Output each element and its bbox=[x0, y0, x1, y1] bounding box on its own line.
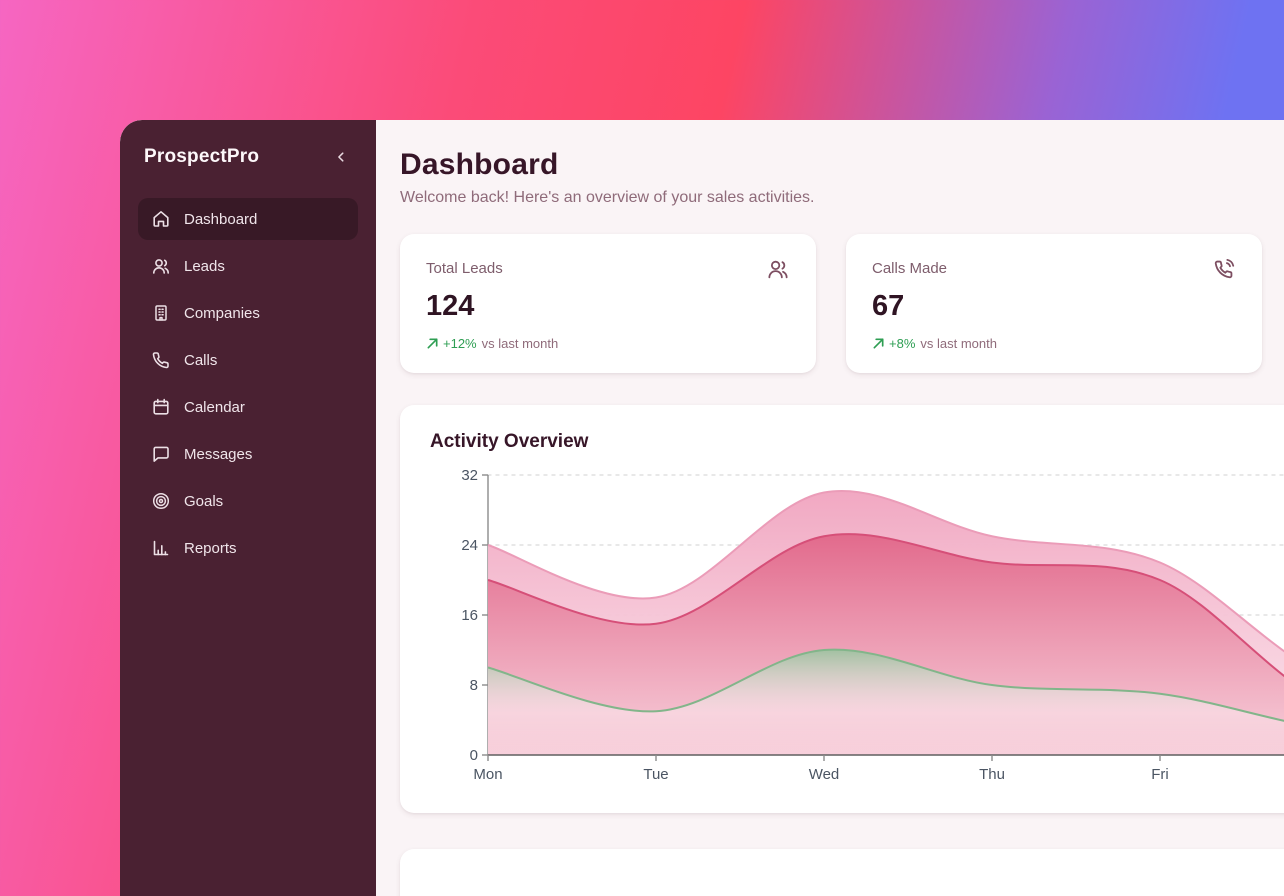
target-icon bbox=[151, 491, 171, 511]
message-square-icon bbox=[151, 444, 171, 464]
sidebar-nav: Dashboard Leads Companies Calls bbox=[138, 198, 358, 569]
svg-text:Thu: Thu bbox=[979, 766, 1005, 783]
sidebar-item-label: Leads bbox=[184, 257, 225, 275]
chevron-left-icon bbox=[334, 150, 348, 164]
trend-caption: vs last month bbox=[481, 336, 559, 351]
activity-overview-card: Activity Overview 0 8 16 24 32 Mon Tue Wed Thu Fr… bbox=[400, 405, 1284, 813]
sidebar-item-reports[interactable]: Reports bbox=[138, 527, 358, 569]
sidebar-item-goals[interactable]: Goals bbox=[138, 480, 358, 522]
sidebar-item-label: Companies bbox=[184, 304, 260, 322]
page-subtitle: Welcome back! Here's an overview of your… bbox=[400, 189, 815, 206]
svg-text:Mon: Mon bbox=[473, 766, 502, 783]
stat-value: 124 bbox=[426, 290, 475, 322]
sidebar-item-label: Goals bbox=[184, 492, 224, 510]
phone-icon bbox=[151, 350, 171, 370]
sidebar-item-label: Dashboard bbox=[184, 210, 258, 228]
stat-label: Total Leads bbox=[426, 260, 503, 277]
stat-value: 67 bbox=[872, 290, 905, 322]
sidebar-item-leads[interactable]: Leads bbox=[138, 245, 358, 287]
svg-text:Fri: Fri bbox=[1151, 766, 1169, 783]
activity-area-chart: 08162432MonTueWedThuFriSatSun bbox=[430, 465, 1284, 795]
bar-chart-icon bbox=[151, 538, 171, 558]
svg-text:8: 8 bbox=[470, 677, 478, 694]
sidebar-item-calls[interactable]: Calls bbox=[138, 339, 358, 381]
chart-title: Activity Overview bbox=[430, 431, 589, 452]
svg-text:16: 16 bbox=[461, 607, 478, 624]
building-icon bbox=[151, 303, 171, 323]
svg-text:0: 0 bbox=[470, 747, 478, 764]
sidebar-item-dashboard[interactable]: Dashboard bbox=[138, 198, 358, 240]
partial-card bbox=[400, 849, 1284, 896]
sidebar-item-label: Calendar bbox=[184, 398, 245, 416]
calendar-icon bbox=[151, 397, 171, 417]
sidebar-collapse-button[interactable] bbox=[330, 146, 352, 168]
page-title: Dashboard bbox=[400, 148, 559, 181]
sidebar-item-label: Reports bbox=[184, 539, 237, 557]
trend-up-icon bbox=[426, 337, 439, 350]
stat-card-total-leads: Total Leads 124 +12% vs last month bbox=[400, 234, 816, 373]
phone-call-icon bbox=[1212, 257, 1236, 281]
svg-text:32: 32 bbox=[461, 467, 478, 484]
stat-label: Calls Made bbox=[872, 260, 948, 277]
sidebar-item-calendar[interactable]: Calendar bbox=[138, 386, 358, 428]
users-icon bbox=[766, 257, 790, 281]
brand-row: ProspectPro bbox=[138, 146, 358, 168]
sidebar: ProspectPro Dashboard Leads bbox=[120, 120, 376, 896]
sidebar-item-companies[interactable]: Companies bbox=[138, 292, 358, 334]
svg-text:24: 24 bbox=[461, 537, 478, 554]
sidebar-item-label: Calls bbox=[184, 351, 218, 369]
stat-trend: +8% vs last month bbox=[872, 336, 1236, 351]
stat-trend: +12% vs last month bbox=[426, 336, 790, 351]
svg-text:Wed: Wed bbox=[809, 766, 840, 783]
sidebar-item-messages[interactable]: Messages bbox=[138, 433, 358, 475]
sidebar-item-label: Messages bbox=[184, 445, 253, 463]
main-content: Dashboard Welcome back! Here's an overvi… bbox=[376, 120, 1284, 896]
stats-row: Total Leads 124 +12% vs last month bbox=[400, 234, 1284, 373]
users-icon bbox=[151, 256, 171, 276]
stat-card-calls-made: Calls Made 67 +8% vs last month bbox=[846, 234, 1262, 373]
brand-title: ProspectPro bbox=[144, 146, 260, 167]
svg-text:Tue: Tue bbox=[643, 766, 668, 783]
trend-value: +12% bbox=[443, 336, 477, 351]
home-icon bbox=[151, 209, 171, 229]
trend-value: +8% bbox=[889, 336, 916, 351]
app-window: ProspectPro Dashboard Leads bbox=[120, 120, 1284, 896]
trend-caption: vs last month bbox=[920, 336, 997, 351]
trend-up-icon bbox=[872, 337, 885, 350]
